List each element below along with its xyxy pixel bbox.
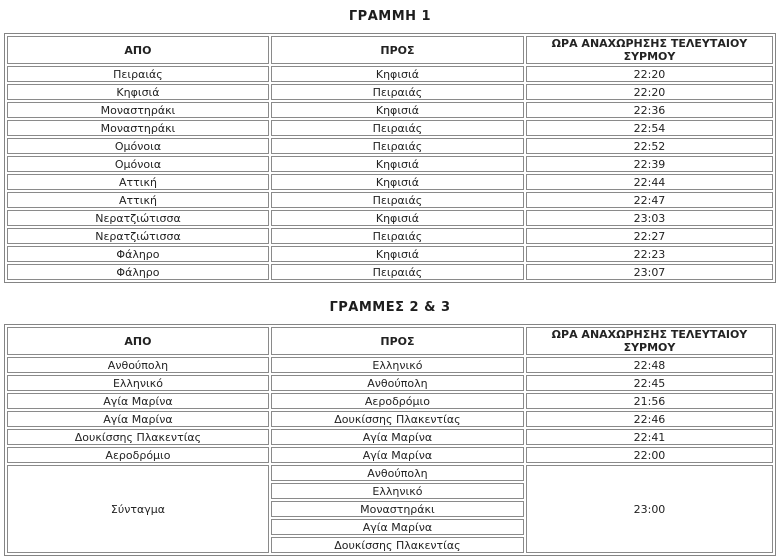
cell-to: Ελληνικό	[270, 357, 524, 373]
cell-time: 22:47	[525, 192, 773, 208]
cell-time: 22:20	[525, 84, 773, 100]
cell-from: Αεροδρόμιο	[7, 447, 269, 463]
lines23-table: ΑΠΟ ΠΡΟΣ ΩΡΑ ΑΝΑΧΩΡΗΣΗΣ ΤΕΛΕΥΤΑΙΟΥ ΣΥΡΜΟ…	[4, 324, 776, 556]
table-row-merged: Μοναστηράκι	[7, 501, 773, 517]
cell-to: Αεροδρόμιο	[270, 393, 524, 409]
line1-title: ΓΡΑΜΜΗ 1	[348, 9, 432, 24]
cell-from: Αττική	[7, 174, 269, 190]
cell-time: 22:36	[525, 102, 773, 118]
cell-time: 23:07	[525, 264, 773, 280]
cell-from: Ομόνοια	[7, 156, 269, 172]
cell-to: Δουκίσσης Πλακεντίας	[270, 537, 524, 553]
cell-to: Κηφισιά	[270, 246, 524, 262]
cell-from: Ελληνικό	[7, 375, 269, 391]
cell-time: 22:41	[525, 429, 773, 445]
cell-from: Νερατζιώτισσα	[7, 210, 269, 226]
line1-header-from: ΑΠΟ	[7, 36, 269, 64]
cell-from: Ανθούπολη	[7, 357, 269, 373]
cell-to: Πειραιάς	[270, 264, 524, 280]
cell-time: 22:45	[525, 375, 773, 391]
table-row: Ομόνοια Κηφισιά 22:39	[7, 156, 773, 172]
cell-time: 21:56	[525, 393, 773, 409]
cell-time: 22:20	[525, 66, 773, 82]
cell-from: Φάληρο	[7, 264, 269, 280]
cell-from: Αγία Μαρίνα	[7, 411, 269, 427]
table-row: Φάληρο Κηφισιά 22:23	[7, 246, 773, 262]
cell-from: Μοναστηράκι	[7, 120, 269, 136]
cell-to: Πειραιάς	[270, 228, 524, 244]
cell-time: 22:52	[525, 138, 773, 154]
cell-from: Δουκίσσης Πλακεντίας	[7, 429, 269, 445]
cell-from: Ομόνοια	[7, 138, 269, 154]
cell-from: Νερατζιώτισσα	[7, 228, 269, 244]
cell-to: Αγία Μαρίνα	[270, 447, 524, 463]
cell-to: Κηφισιά	[270, 66, 524, 82]
table-row-merged: Ελληνικό	[7, 483, 773, 499]
table-row: Νερατζιώτισσα Πειραιάς 22:27	[7, 228, 773, 244]
table-row: Ανθούπολη Ελληνικό 22:48	[7, 357, 773, 373]
line1-table: ΑΠΟ ΠΡΟΣ ΩΡΑ ΑΝΑΧΩΡΗΣΗΣ ΤΕΛΕΥΤΑΙΟΥ ΣΥΡΜΟ…	[4, 33, 776, 283]
table-row-merged: Σύνταγμα Ανθούπολη 23:00	[7, 465, 773, 553]
line1-header-to: ΠΡΟΣ	[270, 36, 524, 64]
table-row: Αττική Πειραιάς 22:47	[7, 192, 773, 208]
table-row: Μοναστηράκι Κηφισιά 22:36	[7, 102, 773, 118]
cell-to: Δουκίσσης Πλακεντίας	[270, 411, 524, 427]
cell-time: 23:03	[525, 210, 773, 226]
line1-header-row: ΑΠΟ ΠΡΟΣ ΩΡΑ ΑΝΑΧΩΡΗΣΗΣ ΤΕΛΕΥΤΑΙΟΥ ΣΥΡΜΟ…	[7, 36, 773, 64]
cell-from: Αγία Μαρίνα	[7, 393, 269, 409]
lines23-header-to: ΠΡΟΣ	[270, 327, 524, 355]
cell-to: Πειραιάς	[270, 120, 524, 136]
cell-from: Φάληρο	[7, 246, 269, 262]
lines23-header-row: ΑΠΟ ΠΡΟΣ ΩΡΑ ΑΝΑΧΩΡΗΣΗΣ ΤΕΛΕΥΤΑΙΟΥ ΣΥΡΜΟ…	[7, 327, 773, 355]
table-row: Νερατζιώτισσα Κηφισιά 23:03	[7, 210, 773, 226]
table-row: Μοναστηράκι Πειραιάς 22:54	[7, 120, 773, 136]
cell-time: 22:48	[525, 357, 773, 373]
table-row: Αεροδρόμιο Αγία Μαρίνα 22:00	[7, 447, 773, 463]
table-row: Φάληρο Πειραιάς 23:07	[7, 264, 773, 280]
table-row: Ελληνικό Ανθούπολη 22:45	[7, 375, 773, 391]
cell-to: Μοναστηράκι	[270, 501, 524, 517]
table-row: Κηφισιά Πειραιάς 22:20	[7, 84, 773, 100]
cell-from: Πειραιάς	[7, 66, 269, 82]
cell-time: 22:44	[525, 174, 773, 190]
cell-to: Ανθούπολη	[270, 375, 524, 391]
cell-from: Αττική	[7, 192, 269, 208]
line1-header-departure-time: ΩΡΑ ΑΝΑΧΩΡΗΣΗΣ ΤΕΛΕΥΤΑΙΟΥ ΣΥΡΜΟΥ	[525, 36, 773, 64]
table-row: Αγία Μαρίνα Δουκίσσης Πλακεντίας 22:46	[7, 411, 773, 427]
line1-table-body: Πειραιάς Κηφισιά 22:20 Κηφισιά Πειραιάς 22:20…	[7, 66, 773, 280]
cell-from-merged: Σύνταγμα	[7, 465, 269, 553]
cell-time: 22:27	[525, 228, 773, 244]
cell-time: 22:00	[525, 447, 773, 463]
cell-from: Μοναστηράκι	[7, 102, 269, 118]
cell-to: Ελληνικό	[270, 483, 524, 499]
cell-time: 22:46	[525, 411, 773, 427]
lines23-header-from: ΑΠΟ	[7, 327, 269, 355]
cell-to: Αγία Μαρίνα	[270, 519, 524, 535]
cell-to: Κηφισιά	[270, 156, 524, 172]
cell-to: Αγία Μαρίνα	[270, 429, 524, 445]
cell-to: Κηφισιά	[270, 210, 524, 226]
table-row: Αγία Μαρίνα Αεροδρόμιο 21:56	[7, 393, 773, 409]
cell-time: 22:39	[525, 156, 773, 172]
table-row: Ομόνοια Πειραιάς 22:52	[7, 138, 773, 154]
cell-time: 22:54	[525, 120, 773, 136]
cell-to: Πειραιάς	[270, 138, 524, 154]
lines23-header-departure-time: ΩΡΑ ΑΝΑΧΩΡΗΣΗΣ ΤΕΛΕΥΤΑΙΟΥ ΣΥΡΜΟΥ	[525, 327, 773, 355]
cell-to: Πειραιάς	[270, 192, 524, 208]
cell-to: Κηφισιά	[270, 174, 524, 190]
cell-time: 22:23	[525, 246, 773, 262]
lines23-title: ΓΡΑΜΜΕΣ 2 & 3	[329, 300, 451, 315]
table-row: Δουκίσσης Πλακεντίας Αγία Μαρίνα 22:41	[7, 429, 773, 445]
table-row: Αττική Κηφισιά 22:44	[7, 174, 773, 190]
cell-time-merged: 23:00	[525, 465, 773, 553]
metro-timetable-page: ΓΡΑΜΜΗ 1 ΑΠΟ ΠΡΟΣ ΩΡΑ ΑΝΑΧΩΡΗΣΗΣ ΤΕΛΕΥΤΑ…	[0, 9, 780, 556]
table-row: Πειραιάς Κηφισιά 22:20	[7, 66, 773, 82]
cell-to: Κηφισιά	[270, 102, 524, 118]
cell-from: Κηφισιά	[7, 84, 269, 100]
lines23-table-body: Ανθούπολη Ελληνικό 22:48 Ελληνικό Ανθούπολη 2…	[7, 357, 773, 553]
cell-to: Ανθούπολη	[270, 465, 524, 481]
cell-to: Πειραιάς	[270, 84, 524, 100]
